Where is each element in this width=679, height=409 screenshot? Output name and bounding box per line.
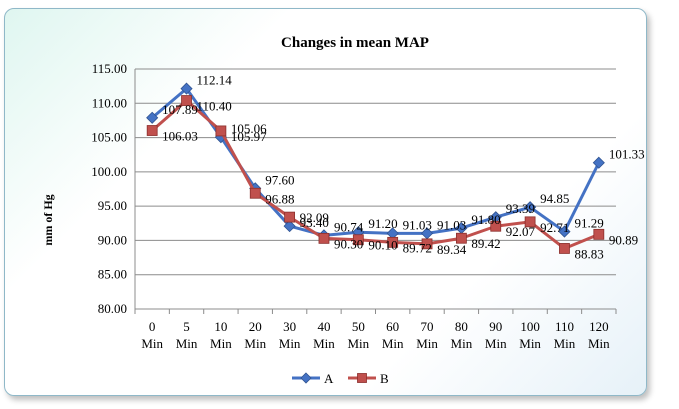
data-label: 90.30 bbox=[334, 236, 363, 251]
series-b-labels: 106.03 110.40 105.97 96.88 93.40 90.30 90.10 89… bbox=[162, 99, 638, 262]
data-label: 88.83 bbox=[574, 246, 603, 261]
data-label: 106.03 bbox=[162, 129, 198, 144]
x-tick-label: 110 Min bbox=[554, 319, 576, 351]
legend-label-a: A bbox=[324, 371, 334, 386]
data-label: 92.71 bbox=[540, 220, 569, 235]
data-label: 96.88 bbox=[265, 191, 294, 206]
series-b-point bbox=[146, 125, 158, 136]
y-tick-label: 110.00 bbox=[92, 95, 127, 110]
data-label: 105.06 bbox=[231, 121, 267, 136]
data-label: 93.40 bbox=[300, 215, 329, 230]
data-label: 90.89 bbox=[609, 232, 638, 247]
x-tick-label: 80 Min bbox=[451, 319, 473, 351]
x-tick-label: 70 Min bbox=[416, 319, 438, 351]
data-label: 110.40 bbox=[197, 99, 232, 114]
series-b-point bbox=[421, 238, 433, 250]
series-b-point bbox=[181, 95, 192, 106]
series-b-point bbox=[352, 234, 364, 246]
x-tick-labels: 0 Min 5 Min 10 Min 20 Min 30 Min 40 Min 50 Min 60 Min 70… bbox=[141, 319, 610, 351]
data-label: 92.07 bbox=[506, 224, 536, 239]
data-label: 89.34 bbox=[437, 242, 467, 257]
data-label: 91.29 bbox=[574, 216, 603, 231]
series-a-point bbox=[283, 220, 296, 233]
data-label: 93.39 bbox=[506, 201, 535, 216]
data-label: 107.89 bbox=[162, 102, 198, 117]
y-tick-label: 100.00 bbox=[91, 164, 127, 179]
series-b-point bbox=[490, 220, 502, 232]
y-axis-label: mm of Hg bbox=[41, 194, 55, 245]
data-label: 91.03 bbox=[403, 217, 432, 232]
series-a-point bbox=[592, 156, 605, 169]
series-a-point bbox=[558, 225, 571, 238]
series-group: 107.89 112.14 105.06 97.60 92.09 90.74 91.20 91… bbox=[146, 73, 645, 262]
data-label: 101.33 bbox=[609, 147, 645, 162]
y-tick-label: 90.00 bbox=[98, 232, 127, 247]
data-label: 89.72 bbox=[403, 240, 432, 255]
chart-title: Changes in mean MAP bbox=[281, 35, 429, 51]
chart-frame bbox=[4, 8, 647, 396]
data-label: 94.85 bbox=[540, 191, 569, 206]
series-b bbox=[146, 95, 605, 254]
data-label: 112.14 bbox=[197, 73, 233, 88]
data-label: 91.20 bbox=[368, 216, 397, 231]
series-b-point bbox=[318, 232, 330, 244]
series-a-point bbox=[524, 201, 537, 214]
x-tick-label: 20 Min bbox=[244, 319, 266, 351]
x-tick-label: 120 Min bbox=[588, 319, 610, 351]
legend-label-b: B bbox=[380, 371, 389, 386]
data-label: 90.74 bbox=[334, 219, 364, 234]
series-b-line bbox=[151, 99, 600, 250]
x-tick-label: 40 Min bbox=[313, 319, 335, 351]
data-label: 90.10 bbox=[368, 238, 397, 253]
data-label: 97.60 bbox=[265, 172, 294, 187]
x-tick-label: 50 Min bbox=[347, 319, 369, 351]
series-b-point bbox=[455, 232, 467, 244]
data-label: 89.42 bbox=[471, 236, 500, 251]
x-tick-label: 10 Min bbox=[210, 319, 232, 351]
series-b-point bbox=[559, 243, 570, 254]
series-b-point bbox=[284, 211, 296, 223]
data-label: 91.80 bbox=[471, 212, 500, 227]
x-tick-label: 30 Min bbox=[279, 319, 301, 351]
data-label: 92.09 bbox=[300, 210, 329, 225]
y-tick-label: 80.00 bbox=[98, 301, 127, 316]
axes bbox=[134, 69, 617, 314]
series-a-point bbox=[300, 372, 312, 384]
y-tick-label: 95.00 bbox=[98, 198, 127, 213]
y-tick-labels: 80.00 85.00 90.00 95.00 100.00 105.00 110.00 11… bbox=[91, 61, 127, 316]
y-tick-label: 105.00 bbox=[91, 130, 127, 145]
x-tick-label: 5 Min bbox=[176, 319, 198, 351]
y-tick-label: 115.00 bbox=[92, 61, 127, 76]
series-b-point bbox=[593, 228, 605, 240]
y-tick-label: 85.00 bbox=[98, 267, 127, 282]
series-a-labels: 107.89 112.14 105.06 97.60 92.09 90.74 91.20 91… bbox=[162, 73, 644, 235]
series-a-point bbox=[146, 111, 159, 124]
data-label: 91.03 bbox=[437, 217, 466, 232]
series-a-point bbox=[180, 82, 193, 95]
series-b-point bbox=[524, 216, 536, 228]
series-b-point bbox=[357, 373, 367, 383]
x-tick-label: 90 Min bbox=[485, 319, 507, 351]
x-tick-label: 100 Min bbox=[519, 319, 541, 351]
series-a-line bbox=[151, 87, 601, 237]
series-b-point bbox=[215, 125, 227, 137]
data-label: 105.97 bbox=[231, 129, 267, 144]
x-tick-label: 60 Min bbox=[382, 319, 404, 351]
series-b-point bbox=[249, 187, 261, 199]
series-b-point bbox=[387, 236, 399, 248]
x-tick-label: 0 Min bbox=[141, 319, 163, 351]
